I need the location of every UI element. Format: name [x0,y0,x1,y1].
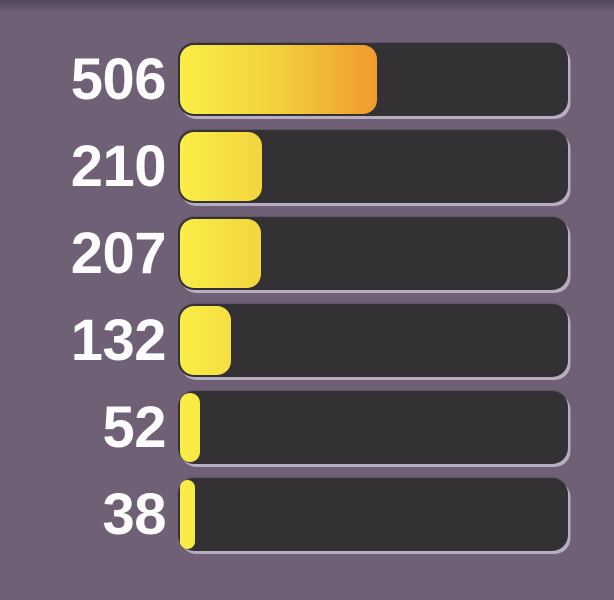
bar-value-label: 132 [70,308,167,373]
bar-fill [180,393,201,462]
bar-value-label: 207 [70,221,167,286]
bar-row: 207 [0,217,614,290]
bar-value-label: 210 [70,134,167,199]
bar-fill [180,480,195,549]
bar-track [178,304,568,377]
bar-track [178,478,568,551]
bar-row: 210 [0,130,614,203]
bar-fill [180,132,262,201]
bar-track [178,130,568,203]
bar-track [178,43,568,116]
bar-value-label: 506 [70,47,167,112]
bar-row: 506 [0,43,614,116]
bar-fill [180,306,232,375]
bar-row: 38 [0,478,614,551]
bar-row: 52 [0,391,614,464]
bar-fill [180,45,378,114]
bar-fill [180,219,261,288]
bar-track [178,217,568,290]
bar-row: 132 [0,304,614,377]
bar-value-label: 52 [102,395,166,460]
bar-track [178,391,568,464]
bar-value-label: 38 [102,482,166,547]
bar-rows: 506 210 207 132 52 38 [0,43,614,551]
